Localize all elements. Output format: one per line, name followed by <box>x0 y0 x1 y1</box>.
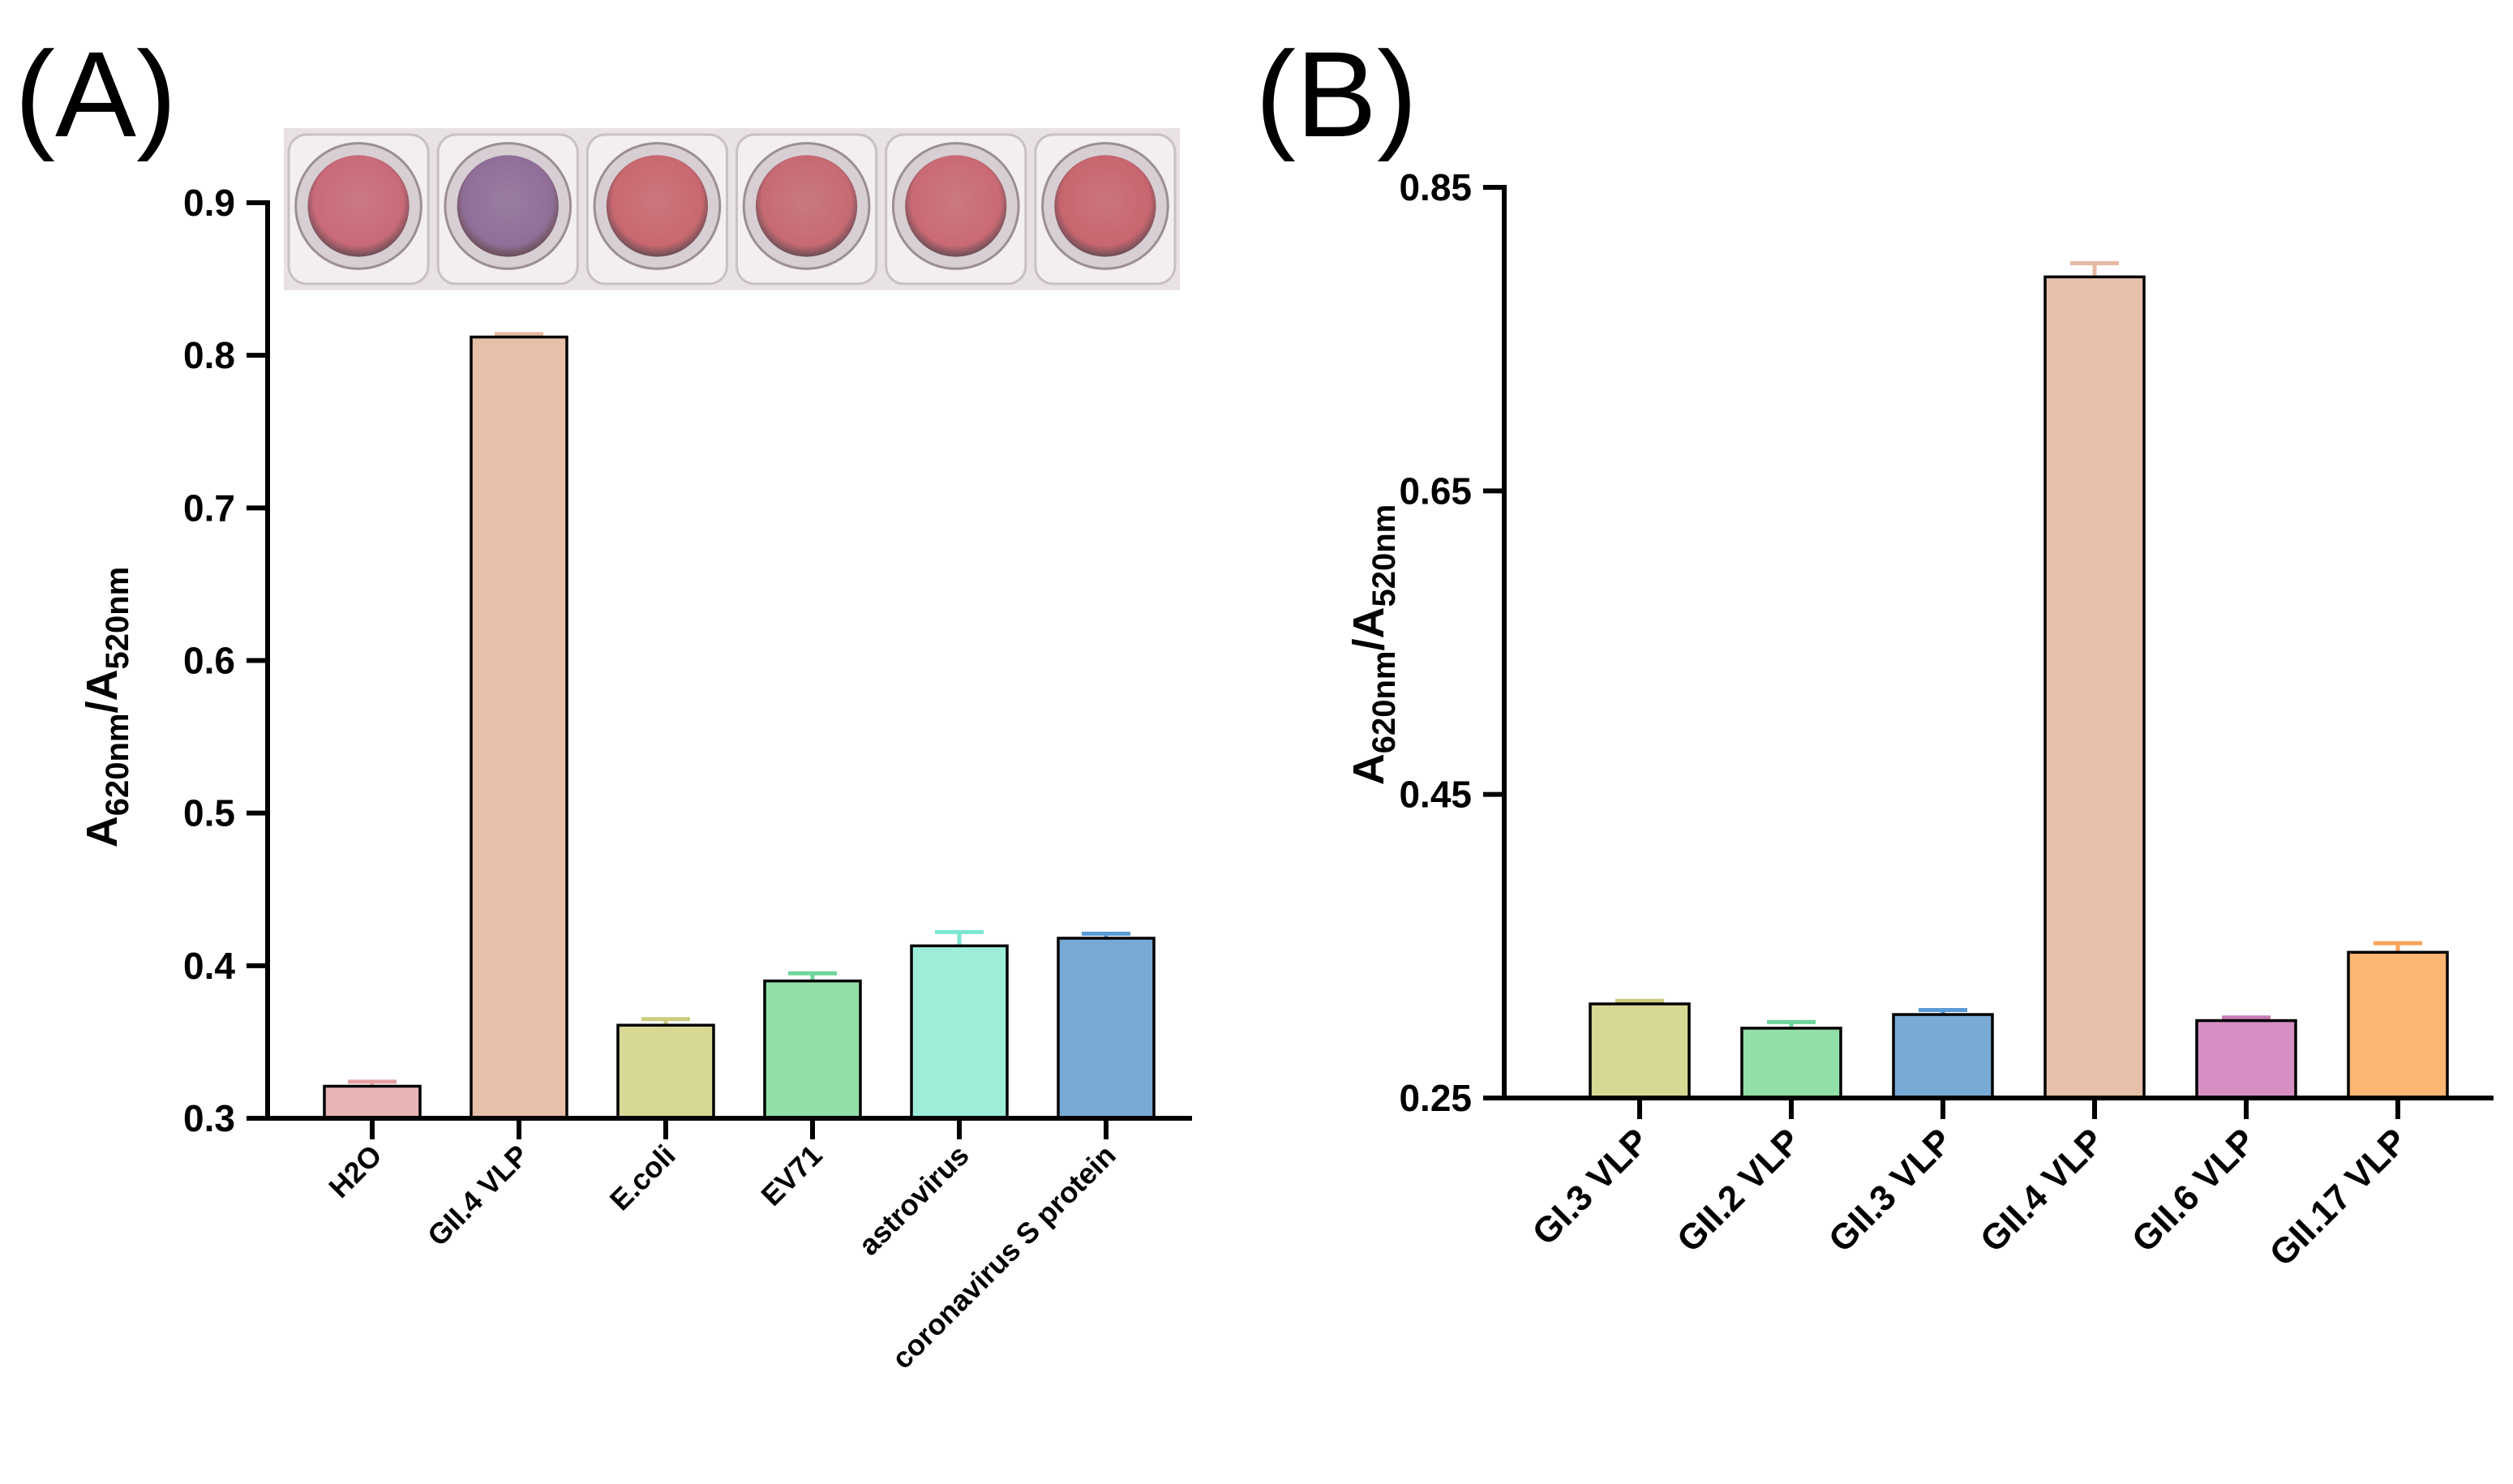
x-category-label: GII.4 VLP <box>1973 1121 2112 1259</box>
plate-background <box>284 128 1180 290</box>
plate-wells-photo <box>284 128 1180 290</box>
y-axis-a: 0.3 0.4 0.5 0.6 0.7 0.8 0.9 <box>183 182 270 1139</box>
x-axis-a: H2O GII.4 VLP E.coli EV71 astroviruscoronavi… <box>265 1116 1192 1375</box>
plate-well-liquid <box>1054 155 1156 257</box>
x-category-label: E.coli <box>603 1139 682 1217</box>
bar-gii-6-vlp <box>2195 1019 2297 1100</box>
x-category-label: GI.3 VLP <box>1525 1121 1657 1253</box>
bar-e-coli <box>616 1023 715 1120</box>
panel-b-label: (B) <box>1255 26 1417 162</box>
bar-gii-3-vlp <box>1892 1013 1994 1100</box>
bar-ev71 <box>763 979 862 1120</box>
y-tick-label: 0.9 <box>183 182 235 224</box>
x-category-label: GII.6 VLP <box>2125 1121 2263 1259</box>
bars-a <box>323 332 1156 1120</box>
x-category-label: GII.17 VLP <box>2262 1121 2416 1274</box>
y-tick-label: 0.6 <box>183 640 235 682</box>
x-category-label: astrovirus <box>852 1139 976 1262</box>
y-tick-label: 0.5 <box>183 792 235 834</box>
y-tick-label: 0.45 <box>1399 774 1472 816</box>
bar-gii-2-vlp <box>1740 1027 1842 1100</box>
bar-gi-3-vlp <box>1589 1002 1691 1100</box>
y-axis-label-a: A620nm/A520nm <box>78 567 135 848</box>
plate-well-liquid <box>457 155 559 257</box>
x-category-label: GII.4 VLP <box>421 1139 535 1253</box>
bar-h2o <box>323 1084 422 1120</box>
y-axis-label-b: A620nm/A520nm <box>1344 504 1402 786</box>
x-axis-b: GI.3 VLP GII.2 VLP GII.3 VLP GII.4 VLP GII.6… <box>1502 1096 2494 1274</box>
plate-well-liquid <box>755 155 858 257</box>
y-tick-label: 0.85 <box>1399 166 1472 208</box>
y-tick-label: 0.3 <box>183 1097 235 1139</box>
y-tick-label: 0.8 <box>183 334 235 376</box>
x-category-label: GII.2 VLP <box>1670 1121 1808 1259</box>
bar-gii-17-vlp <box>2347 950 2449 1100</box>
y-tick-label: 0.7 <box>183 487 235 529</box>
bar-coronavirus-s-protein <box>1057 937 1156 1120</box>
bar-gii-4-vlp <box>470 335 568 1120</box>
plate-well-liquid <box>606 155 709 257</box>
y-tick-label: 0.4 <box>183 945 235 987</box>
panel-a: (A) 0.3 0.4 0.5 0.6 0.7 0.8 0.9 H2O GII.4 VLP E.… <box>15 26 1192 1375</box>
x-category-label: EV71 <box>754 1139 828 1212</box>
x-category-label: GII.3 VLP <box>1821 1121 1960 1259</box>
plate-well-liquid <box>307 155 410 257</box>
panel-b: (B) 0.250.450.650.85 GI.3 VLP GII.2 VLP GI… <box>1255 26 2494 1274</box>
y-tick-label: 0.25 <box>1399 1077 1472 1119</box>
y-tick-label: 0.65 <box>1399 470 1472 512</box>
y-axis-b: 0.25 0.45 0.65 0.85 <box>1399 166 1507 1119</box>
plate-well-liquid <box>905 155 1007 257</box>
panel-a-label: (A) <box>15 26 177 162</box>
bar-astrovirus <box>910 944 1009 1120</box>
x-category-label: H2O <box>322 1139 388 1204</box>
bar-gii-4-vlp <box>2043 275 2146 1100</box>
bars-b <box>1589 261 2449 1100</box>
